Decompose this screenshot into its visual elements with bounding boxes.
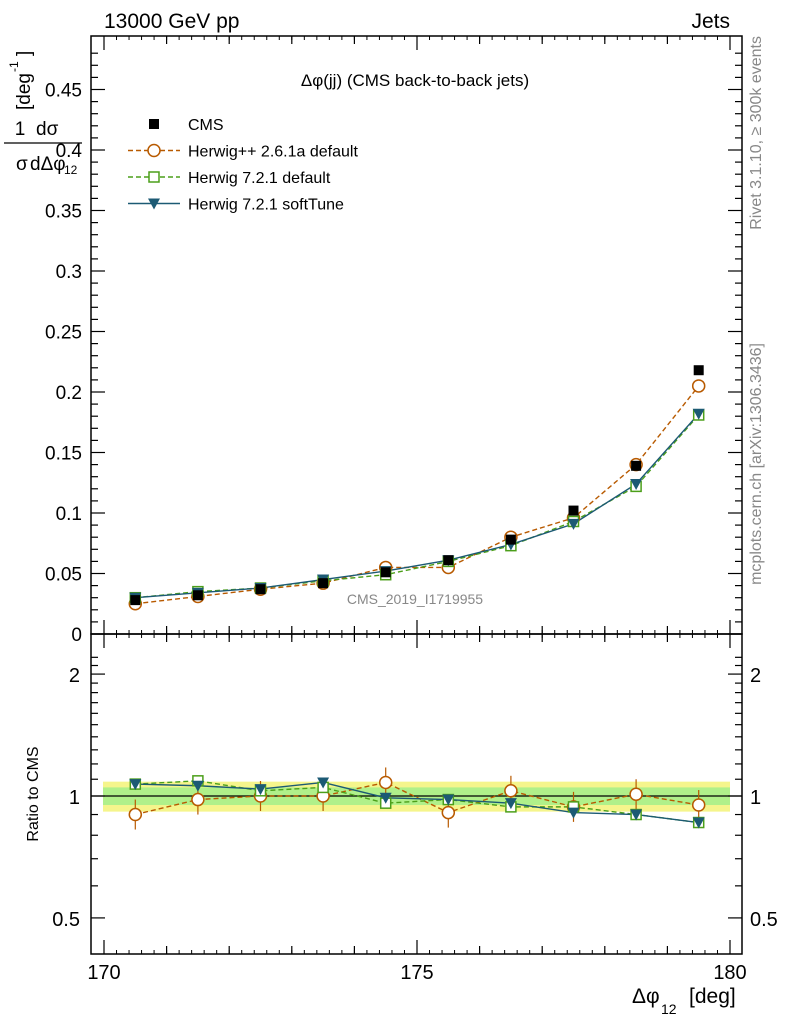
ratio-point — [441, 805, 456, 820]
legend-label: CMS — [188, 117, 224, 134]
svg-text:dΔφ: dΔφ — [30, 154, 66, 175]
side-text-top: Rivet 3.1.10, ≥ 300k events — [748, 36, 765, 230]
y-tick-label: 0 — [71, 625, 82, 646]
legend-marker — [148, 198, 160, 210]
y-tick-label: 0.2 — [56, 383, 82, 404]
data-point — [568, 505, 579, 516]
svg-text:σ: σ — [16, 154, 28, 175]
legend-label: Herwig++ 2.6.1a default — [188, 144, 358, 161]
series-line — [135, 413, 700, 599]
ratio-y-tick-label: 1 — [69, 787, 80, 809]
ratio-y-tick-label: 2 — [69, 665, 80, 687]
y-tick-label: 0.3 — [56, 262, 82, 283]
y-tick-label: 0.1 — [56, 504, 82, 525]
svg-text:[deg: [deg — [14, 73, 35, 110]
legend-label: Herwig 7.2.1 default — [188, 170, 331, 187]
svg-text:[deg]: [deg] — [689, 985, 736, 1008]
data-point — [192, 590, 203, 601]
analysis-watermark: CMS_2019_I1719955 — [347, 591, 483, 607]
side-text-bottom: mcplots.cern.ch [arXiv:1306.3436] — [748, 343, 765, 585]
ratio-point — [129, 779, 142, 791]
top-series — [128, 365, 706, 611]
x-tick-label: 180 — [713, 962, 746, 984]
x-tick-label: 170 — [87, 962, 120, 984]
ratio-point — [191, 792, 205, 807]
svg-text:12: 12 — [64, 163, 78, 177]
ratio-y-tick-label-right: 0.5 — [750, 909, 778, 931]
series-line — [135, 414, 700, 599]
ratio-line — [135, 780, 699, 824]
y-axis-label-top: 1 dσ σ dΔφ 12 [deg -1 ] — [4, 51, 82, 177]
y-tick-label: 0.4 — [56, 141, 83, 162]
data-point — [631, 460, 642, 471]
ratio-point — [379, 792, 392, 804]
ratio-point — [504, 798, 517, 810]
svg-text:12: 12 — [661, 1001, 677, 1017]
svg-text:Δφ: Δφ — [632, 985, 660, 1008]
legend-marker — [148, 171, 160, 183]
svg-text:]: ] — [14, 51, 35, 56]
data-point — [443, 555, 454, 566]
ratio-point — [378, 775, 393, 790]
ratio-point — [128, 807, 143, 822]
x-tick-label: 175 — [400, 962, 433, 984]
ratio-point — [630, 809, 643, 821]
y-tick-label: 0.35 — [45, 202, 82, 223]
ratio-y-tick-label: 0.5 — [52, 909, 80, 931]
y-axis-label-ratio: Ratio to CMS — [25, 746, 42, 841]
data-point — [318, 578, 329, 589]
data-point — [691, 379, 706, 393]
data-point — [130, 595, 141, 606]
ratio-point — [504, 784, 518, 798]
series-line — [135, 385, 700, 605]
data-point — [567, 518, 580, 530]
ratio-point — [254, 784, 267, 796]
ratio-y-tick-label-right: 2 — [750, 665, 761, 687]
ratio-series — [128, 767, 706, 830]
ratio-y-tick-label-right: 1 — [750, 787, 761, 809]
y-tick-label: 0.25 — [45, 323, 82, 344]
svg-text:dσ: dσ — [36, 119, 59, 140]
header-left: 13000 GeV pp — [104, 10, 239, 33]
ratio-point — [692, 817, 705, 829]
legend-marker — [149, 119, 159, 129]
svg-text:1: 1 — [15, 119, 26, 140]
data-point — [380, 567, 391, 578]
data-point — [693, 365, 704, 376]
legend-label: Herwig 7.2.1 softTune — [188, 197, 344, 214]
ratio-point — [629, 787, 643, 801]
ratio-point — [567, 807, 580, 819]
ratio-line — [135, 781, 699, 824]
y-tick-label: 0.05 — [45, 565, 82, 586]
data-point — [505, 534, 516, 545]
data-point — [630, 478, 643, 490]
svg-text:-1: -1 — [7, 61, 21, 72]
legend: CMS Herwig++ 2.6.1a default Herwig 7.2.1 d… — [128, 117, 358, 214]
data-point — [692, 408, 705, 420]
ratio-line — [135, 781, 699, 816]
ratio-point — [317, 777, 330, 789]
y-tick-label: 0.45 — [45, 81, 82, 102]
ratio-point — [442, 794, 455, 806]
x-axis-label: Δφ 12 [deg] — [632, 985, 736, 1017]
data-point — [255, 584, 266, 595]
header-right: Jets — [691, 10, 730, 33]
chart-title: Δφ(jj) (CMS back-to-back jets) — [301, 71, 529, 90]
legend-marker — [147, 143, 161, 158]
ratio-point — [691, 798, 706, 812]
ratio-point — [191, 780, 204, 792]
y-tick-label: 0.15 — [45, 444, 82, 465]
axes: 170 175 180 0 0.05 0.1 0.15 0.2 0.25 0.3 0.35 0.4 0.… — [45, 36, 778, 984]
